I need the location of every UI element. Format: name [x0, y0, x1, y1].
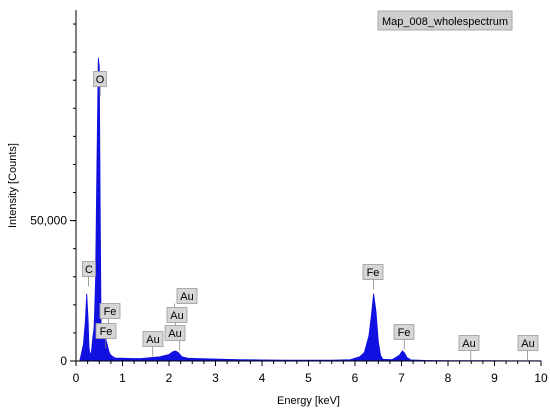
peak-label-box [362, 264, 384, 280]
peak-label-box [82, 261, 96, 277]
peak-label-box [458, 335, 480, 351]
peak-label: Au [180, 291, 193, 303]
peak-label-box [517, 335, 539, 351]
peak-label: Au [168, 328, 181, 340]
x-tick-label: 10 [534, 371, 548, 385]
x-tick-label: 1 [119, 371, 126, 385]
x-axis-title: Energy [keV] [277, 395, 340, 407]
peak-label: C [85, 264, 93, 276]
x-tick-label: 5 [305, 371, 312, 385]
legend-label: Map_008_wholespectrum [382, 16, 508, 28]
x-tick-label: 8 [445, 371, 452, 385]
axes: 0 1 2 3 4 5 6 7 8 9 10 0 50,000 Energy [keV] Intensity… [7, 10, 548, 407]
spectrum-area [76, 57, 542, 362]
peak-label: Fe [104, 306, 117, 318]
peak-label: Fe [398, 327, 411, 339]
x-tick-label: 4 [259, 371, 266, 385]
peak-label-box [164, 325, 186, 341]
peak-label-box [142, 331, 164, 347]
legend-box [377, 10, 513, 31]
peak-label: Fe [100, 326, 113, 338]
x-tick-label: 6 [352, 371, 359, 385]
peak-labels: O C Fe Fe Au Au Au Au Fe Fe Au Au [82, 71, 539, 360]
x-tick-label: 9 [491, 371, 498, 385]
peak-label: Au [170, 310, 183, 322]
x-tick-label: 3 [212, 371, 219, 385]
peak-label: Au [146, 334, 159, 346]
peak-label-box [99, 303, 121, 319]
peak-label-box [95, 323, 117, 339]
peak-label: Au [462, 338, 475, 350]
y-axis-title: Intensity [Counts] [7, 143, 19, 228]
peak-label-box [393, 324, 415, 340]
plot-area [76, 57, 542, 362]
x-tick-label: 7 [398, 371, 405, 385]
peak-label: O [96, 74, 105, 86]
x-tick-label: 2 [166, 371, 173, 385]
x-tick-label: 0 [73, 371, 80, 385]
y-tick-label: 50,000 [30, 214, 67, 228]
legend: Map_008_wholespectrum [377, 10, 513, 31]
peak-label-box [93, 71, 107, 87]
peak-label: Au [521, 338, 534, 350]
y-tick-label: 0 [60, 354, 67, 368]
peak-label-box [176, 288, 198, 304]
peak-label-box [166, 307, 188, 323]
peak-label: Fe [367, 267, 380, 279]
